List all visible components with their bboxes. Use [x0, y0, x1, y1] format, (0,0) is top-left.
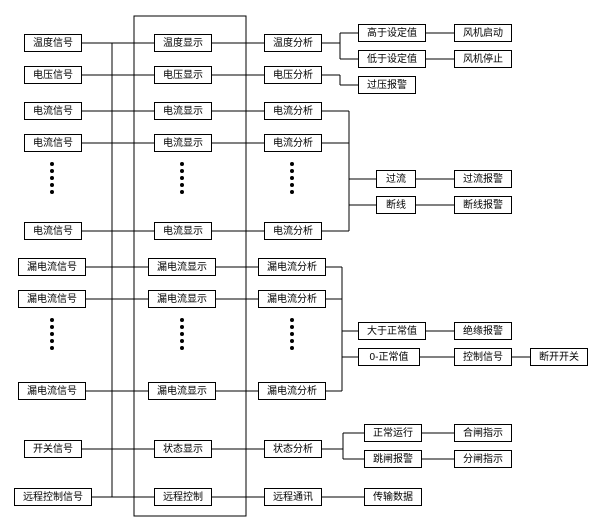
node-c4_gtnorm: 大于正常值 [358, 322, 426, 340]
node-c3_lcura1: 漏电流分析 [258, 258, 326, 276]
node-c5_fanoff: 风机停止 [454, 50, 512, 68]
node-c5_close: 合闸指示 [454, 424, 512, 442]
node-c1_lcur1: 漏电流信号 [18, 258, 86, 276]
node-c6_swoff: 断开开关 [530, 348, 588, 366]
node-c4_run: 正常运行 [364, 424, 422, 442]
node-c3_statea: 状态分析 [264, 440, 322, 458]
ellipsis-dots [180, 318, 184, 350]
node-c4_lo: 低于设定值 [358, 50, 426, 68]
node-c2_curd2: 电流显示 [154, 134, 212, 152]
node-c4_trip: 跳闸报警 [364, 450, 422, 468]
node-c2_curd1: 电流显示 [154, 102, 212, 120]
ellipsis-dots [180, 162, 184, 194]
node-c1_cur3: 电流信号 [24, 222, 82, 240]
node-c4_0norm: 0-正常值 [358, 348, 420, 366]
node-c1_lcur2: 漏电流信号 [18, 290, 86, 308]
node-c1_lcur3: 漏电流信号 [18, 382, 86, 400]
diagram-canvas: 温度信号电压信号电流信号电流信号电流信号漏电流信号漏电流信号漏电流信号开关信号远… [0, 0, 602, 530]
ellipsis-dots [50, 162, 54, 194]
node-c2_state: 状态显示 [154, 440, 212, 458]
node-c5_fanon: 风机启动 [454, 24, 512, 42]
node-c2_curd3: 电流显示 [154, 222, 212, 240]
node-c2_lcurd3: 漏电流显示 [148, 382, 216, 400]
node-c1_remote: 远程控制信号 [14, 488, 92, 506]
node-c1_volt: 电压信号 [24, 66, 82, 84]
node-c1_temp: 温度信号 [24, 34, 82, 52]
ellipsis-dots [50, 318, 54, 350]
node-c1_cur1: 电流信号 [24, 102, 82, 120]
node-c5_insalrm: 绝缘报警 [454, 322, 512, 340]
node-c3_tempa: 温度分析 [264, 34, 322, 52]
node-c2_remote: 远程控制 [154, 488, 212, 506]
node-c3_cura2: 电流分析 [264, 134, 322, 152]
node-c2_tempd: 温度显示 [154, 34, 212, 52]
node-c2_lcurd1: 漏电流显示 [148, 258, 216, 276]
ellipsis-dots [290, 162, 294, 194]
node-c1_cur2: 电流信号 [24, 134, 82, 152]
node-c4_oc: 过流 [376, 170, 416, 188]
node-c3_cura3: 电流分析 [264, 222, 322, 240]
node-c2_lcurd2: 漏电流显示 [148, 290, 216, 308]
node-c5_open: 分闸指示 [454, 450, 512, 468]
node-c3_volta: 电压分析 [264, 66, 322, 84]
node-c1_switch: 开关信号 [24, 440, 82, 458]
ellipsis-dots [290, 318, 294, 350]
node-c5_brkalrm: 断线报警 [454, 196, 512, 214]
node-c4_brk: 断线 [376, 196, 416, 214]
node-c3_lcura3: 漏电流分析 [258, 382, 326, 400]
node-c3_lcura2: 漏电流分析 [258, 290, 326, 308]
node-c4_ovalrm: 过压报警 [358, 76, 416, 94]
node-c3_comm: 远程通讯 [264, 488, 322, 506]
node-c4_hi: 高于设定值 [358, 24, 426, 42]
node-c5_ctrl: 控制信号 [454, 348, 512, 366]
node-c4_data: 传输数据 [364, 488, 422, 506]
node-c3_cura1: 电流分析 [264, 102, 322, 120]
node-c5_ocalrm: 过流报警 [454, 170, 512, 188]
node-c2_voltd: 电压显示 [154, 66, 212, 84]
